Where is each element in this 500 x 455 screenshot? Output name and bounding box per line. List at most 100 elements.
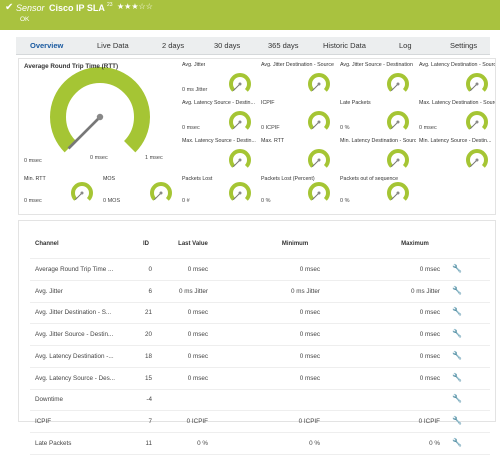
check-icon: ✔: [5, 2, 14, 13]
table-cell: 0 ms Jitter: [290, 287, 320, 295]
gauge-needle: [153, 192, 162, 201]
edit-icon[interactable]: 🔧: [452, 350, 462, 360]
gauge-arc: [50, 67, 150, 153]
gauge-value: 0 MOS: [103, 198, 121, 204]
table-cell: 0 ICPIF: [418, 417, 440, 425]
stars: ★★★☆☆: [117, 2, 153, 11]
tab[interactable]: Live Data: [97, 41, 129, 50]
gauge-needle: [232, 121, 241, 130]
table-cell: 0 msec: [419, 374, 440, 382]
gauge-hub: [317, 82, 321, 86]
gauge-needle: [390, 83, 399, 92]
gauge-hub: [396, 158, 400, 162]
gauge-arc: [308, 149, 330, 168]
edit-icon[interactable]: 🔧: [452, 437, 462, 447]
table-header: Last Value: [178, 241, 208, 247]
gauge-arc: [466, 149, 488, 168]
tab[interactable]: 365 days: [268, 41, 299, 50]
gauge-label: Packets Lost (Percent): [261, 176, 315, 182]
table-cell: Late Packets: [35, 439, 72, 447]
edit-icon[interactable]: 🔧: [452, 415, 462, 425]
gauge-needle: [390, 159, 399, 168]
gauge-hub: [317, 158, 321, 162]
edit-icon[interactable]: 🔧: [452, 394, 462, 404]
table-cell: 0 ms Jitter: [410, 287, 440, 295]
table-cell: 0 msec: [419, 266, 440, 273]
main-gauge-value: 0 msec: [90, 155, 108, 161]
table-cell: -4: [146, 396, 152, 404]
edit-icon[interactable]: 🔧: [452, 329, 462, 339]
gauge-hub: [396, 191, 400, 195]
main-gauge-min: 0 msec: [24, 158, 42, 164]
table-cell: 0 msec: [419, 352, 440, 360]
gauge-label: Avg. Latency Source - Destin...: [182, 100, 255, 106]
table-cell: 0 msec: [419, 331, 440, 339]
tab[interactable]: 2 days: [162, 41, 185, 50]
edit-icon[interactable]: 🔧: [452, 307, 462, 317]
gauge-label: Min. Latency Source - Destin...: [419, 138, 492, 144]
gauge-needle: [390, 192, 399, 201]
gauge-value: 0 %: [340, 125, 350, 131]
row-line: [30, 323, 490, 325]
gauge-value: 0 msec: [182, 125, 200, 131]
gauge-value: 0 #: [182, 198, 190, 204]
tab[interactable]: Settings: [450, 41, 478, 50]
gauge-arc: [466, 73, 488, 92]
gauge-label: Late Packets: [340, 100, 371, 106]
gauge-arc: [308, 73, 330, 92]
gauge-value: 0 %: [261, 198, 271, 204]
status: OK: [20, 16, 30, 23]
gauge-hub: [396, 82, 400, 86]
gauge-arc: [308, 111, 330, 130]
gauge-arc: [229, 111, 251, 130]
gauge-hub: [475, 120, 479, 124]
main-gauge-title: Average Round Trip Time (RTT): [24, 63, 119, 70]
table-cell: Avg. Latency Destination -...: [35, 352, 114, 360]
table-cell: 6: [148, 287, 152, 295]
table-cell: Avg. Latency Source - Des...: [35, 374, 116, 382]
gauge-needle: [311, 121, 320, 130]
table-cell: 0 msec: [299, 266, 320, 273]
table-cell: 0: [148, 266, 152, 273]
row-line: [30, 366, 490, 368]
row-line: [30, 301, 490, 303]
tab[interactable]: 30 days: [214, 41, 241, 50]
table-cell: 0 msec: [419, 309, 440, 317]
gauge-label: Min. RTT: [24, 176, 46, 182]
gauge-arc: [308, 182, 330, 201]
gauge-label: MOS: [103, 176, 116, 182]
gauge-hub: [475, 82, 479, 86]
tab[interactable]: Log: [399, 41, 412, 50]
table-cell: 20: [144, 331, 152, 339]
gauge-hub: [238, 158, 242, 162]
row-line: [30, 453, 490, 455]
table-cell: 0 msec: [299, 309, 320, 317]
gauge-arc: [466, 111, 488, 130]
gauge-needle: [67, 116, 101, 150]
table-cell: 0 %: [309, 439, 320, 447]
edit-icon[interactable]: 🔧: [452, 372, 462, 382]
gauge-label: Avg. Jitter Destination - Source: [261, 62, 334, 68]
header-line: [30, 258, 490, 259]
table-cell: 7: [148, 417, 152, 425]
gauge-hub: [396, 120, 400, 124]
table-header: Maximum: [401, 241, 429, 247]
edit-icon[interactable]: 🔧: [452, 264, 462, 273]
edit-icon[interactable]: 🔧: [452, 285, 462, 295]
gauge-arc: [150, 182, 172, 201]
sensor-name: Cisco IP SLA: [49, 3, 105, 13]
gauge-hub: [238, 191, 242, 195]
tab[interactable]: Overview: [30, 41, 64, 50]
gauge-label: Avg. Latency Destination - Source: [419, 62, 495, 68]
table-cell: 0 msec: [299, 352, 320, 360]
gauge-arc: [71, 182, 93, 201]
row-line: [30, 345, 490, 347]
tab[interactable]: Historic Data: [323, 41, 366, 50]
gauge-value: 0 %: [340, 198, 350, 204]
gauge-arc: [387, 182, 409, 201]
gauge-value: 0 ICPIF: [261, 125, 280, 131]
table-cell: 0 msec: [187, 352, 208, 360]
gauge-panel: [18, 58, 496, 215]
header-bar: [0, 0, 500, 30]
